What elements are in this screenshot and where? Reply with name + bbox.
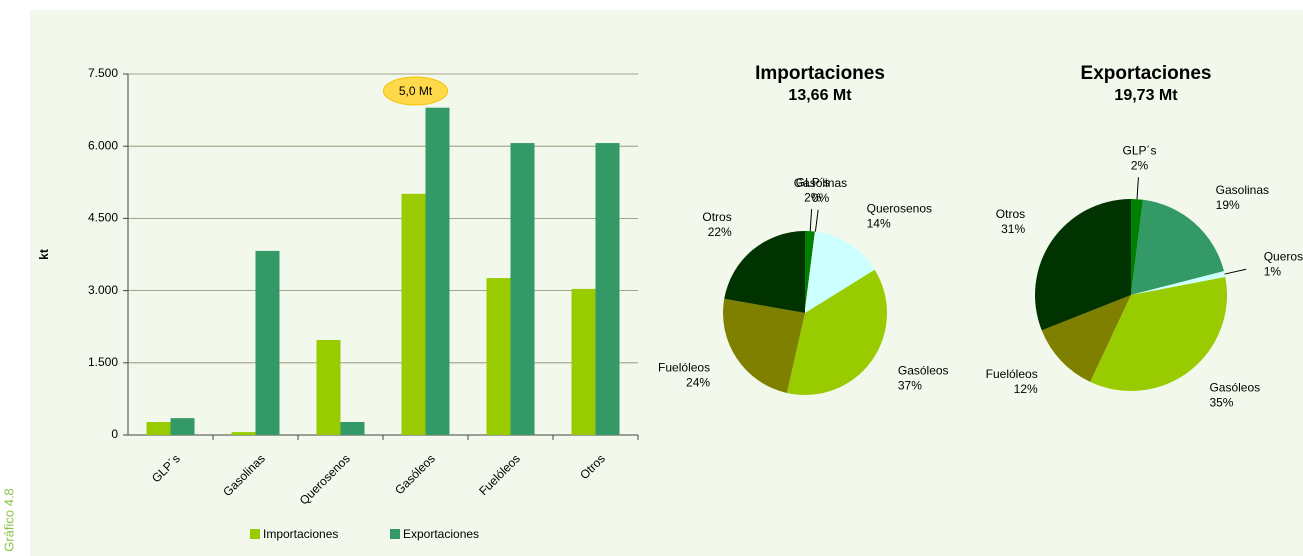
slice-label: 2% [804, 190, 822, 204]
bar [595, 143, 620, 435]
bar [170, 418, 195, 435]
slice-label: 22% [708, 225, 732, 239]
y-tick-label: 0 [111, 427, 118, 441]
pie-slice [1035, 199, 1131, 331]
pie-slice [1041, 295, 1131, 382]
slice-label: 0% [812, 191, 830, 205]
y-tick-label: 6.000 [88, 138, 118, 152]
y-tick-label: 1.500 [88, 355, 118, 369]
slice-label: 2% [1131, 158, 1149, 172]
y-tick-label: 7.500 [88, 66, 118, 80]
annotation: 5,0 Mt [399, 84, 433, 98]
bar [231, 432, 256, 435]
y-tick-label: 4.500 [88, 211, 118, 225]
legend-swatch [250, 529, 260, 539]
leader-line [1136, 177, 1139, 200]
pie-slice [786, 269, 887, 395]
bar [255, 250, 280, 435]
bar [401, 193, 426, 435]
slice-label: 1% [1264, 265, 1282, 279]
bar [486, 278, 511, 435]
bar [146, 422, 171, 435]
slice-name: GLP´s [796, 175, 830, 189]
pie-title: Exportaciones [1081, 63, 1212, 84]
pie-slice [724, 231, 805, 313]
pie-slice [1090, 277, 1227, 391]
slice-name: Fuelóleos [658, 360, 710, 374]
y-tick-label: 3.000 [88, 283, 118, 297]
slice-name: Gasóleos [898, 363, 949, 377]
bar [340, 422, 365, 435]
annotation-bubble [383, 76, 448, 106]
slice-name: Gasóleos [1209, 380, 1260, 394]
pie-slice [1131, 271, 1226, 295]
pie-slice [723, 298, 805, 393]
pie-subtitle: 13,66 Mt [788, 87, 852, 104]
legend-label: Importaciones [263, 527, 338, 541]
slice-name: Otros [702, 210, 731, 224]
pie-slice [1131, 199, 1144, 295]
bar [571, 288, 596, 435]
slice-name: Fuelóleos [986, 367, 1038, 381]
pie-subtitle: 19,73 Mt [1114, 87, 1178, 104]
pie-slice [1131, 199, 1224, 295]
slice-label: 31% [1001, 222, 1025, 236]
slice-name: GLP´s [1123, 143, 1157, 157]
slice-label: 14% [867, 216, 891, 230]
slice-label: 37% [898, 378, 922, 392]
slice-label: 19% [1216, 198, 1240, 212]
slice-name: Otros [996, 207, 1025, 221]
slice-label: 35% [1209, 395, 1233, 409]
leader-line [809, 209, 813, 232]
slice-label: 12% [1014, 382, 1038, 396]
pie-slice [805, 231, 875, 313]
slice-label: 24% [686, 375, 710, 389]
bar [425, 107, 450, 436]
bar [510, 143, 535, 435]
y-axis-label: kt [37, 249, 51, 260]
slice-name: Gasolinas [794, 176, 847, 190]
figure-label: Gráfico 4.8 [1, 488, 16, 552]
pie-title: Importaciones [755, 63, 885, 84]
legend-label: Exportaciones [403, 527, 479, 541]
legend-swatch [390, 529, 400, 539]
slice-name: Gasolinas [1216, 183, 1269, 197]
slice-name: Querosenos [1264, 250, 1303, 264]
slice-name: Querosenos [867, 201, 932, 215]
leader-line [1224, 268, 1247, 275]
leader-line [814, 209, 819, 232]
bar [316, 339, 341, 435]
